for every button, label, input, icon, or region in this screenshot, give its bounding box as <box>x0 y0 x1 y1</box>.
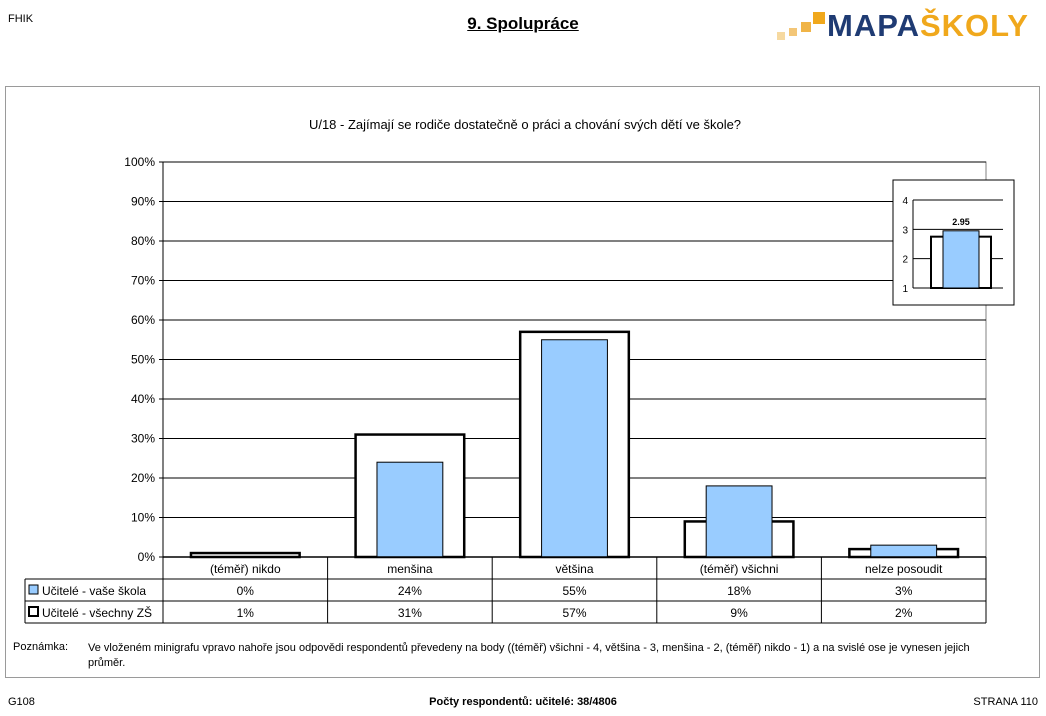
document-code: FHIK <box>8 13 34 25</box>
category-label: (téměř) všichni <box>700 562 779 576</box>
legend-label: Učitelé - všechny ZŠ <box>42 605 152 620</box>
y-tick-label: 0% <box>138 550 156 564</box>
footer-code: G108 <box>8 696 35 708</box>
y-tick-label: 90% <box>131 195 155 209</box>
legend-swatch <box>28 584 39 595</box>
data-value: 2% <box>895 606 913 620</box>
page-title: 9. Spolupráce <box>467 14 579 33</box>
chart-title: U/18 - Zajímají se rodiče dostatečně o p… <box>309 117 741 132</box>
y-tick-label: 50% <box>131 353 155 367</box>
main-chart: 0%10%20%30%40%50%60%70%80%90%100%(téměř)… <box>24 155 987 624</box>
data-value: 57% <box>562 606 586 620</box>
y-tick-label: 20% <box>131 471 155 485</box>
mapa-skoly-logo: MAPAŠKOLY <box>775 8 1035 44</box>
y-tick-label: 70% <box>131 274 155 288</box>
legend-label: Učitelé - vaše škola <box>42 584 146 598</box>
y-tick-label: 10% <box>131 511 155 525</box>
legend-swatch <box>28 606 39 617</box>
bar-filled-2 <box>376 461 444 558</box>
y-tick-label: 100% <box>124 155 155 169</box>
data-value: 18% <box>727 584 751 598</box>
bar-filled-3 <box>541 339 608 558</box>
mini-y-tick-label: 1 <box>902 284 908 295</box>
page-number: STRANA 110 <box>973 696 1038 708</box>
data-value: 31% <box>398 606 422 620</box>
y-tick-label: 30% <box>131 432 155 446</box>
y-tick-label: 80% <box>131 234 155 248</box>
category-label: většina <box>555 562 593 576</box>
mini-bar-filled <box>942 230 980 289</box>
note-text: Ve vloženém minigrafu vpravo nahoře jsou… <box>88 642 970 669</box>
respondent-counts: Počty respondentů: učitelé: 38/4806 <box>429 696 617 708</box>
category-label: (téměř) nikdo <box>210 562 281 576</box>
data-value: 0% <box>237 584 255 598</box>
category-label: menšina <box>387 562 433 576</box>
y-tick-label: 60% <box>131 313 155 327</box>
y-tick-label: 40% <box>131 392 155 406</box>
mini-bar-label: 2.95 <box>952 217 970 227</box>
data-value: 55% <box>562 584 586 598</box>
logo-text-skoly: ŠKOLY <box>919 8 1029 43</box>
category-label: nelze posoudit <box>865 562 943 576</box>
note-label: Poznámka: <box>13 641 69 653</box>
logo-text-mapa: MAPA <box>827 8 920 43</box>
bar-filled-4 <box>705 485 773 558</box>
mini-y-tick-label: 3 <box>902 225 908 236</box>
data-value: 1% <box>237 606 255 620</box>
data-value: 9% <box>730 606 748 620</box>
data-value: 24% <box>398 584 422 598</box>
mini-y-tick-label: 2 <box>902 255 908 266</box>
data-value: 3% <box>895 584 913 598</box>
logo-squares-icon <box>777 12 825 40</box>
mini-y-tick-label: 4 <box>902 196 908 207</box>
chart-frame <box>5 86 1040 678</box>
bar-filled-5 <box>870 544 938 558</box>
mini-chart: 1 2 3 4 2.95 <box>892 179 1015 306</box>
